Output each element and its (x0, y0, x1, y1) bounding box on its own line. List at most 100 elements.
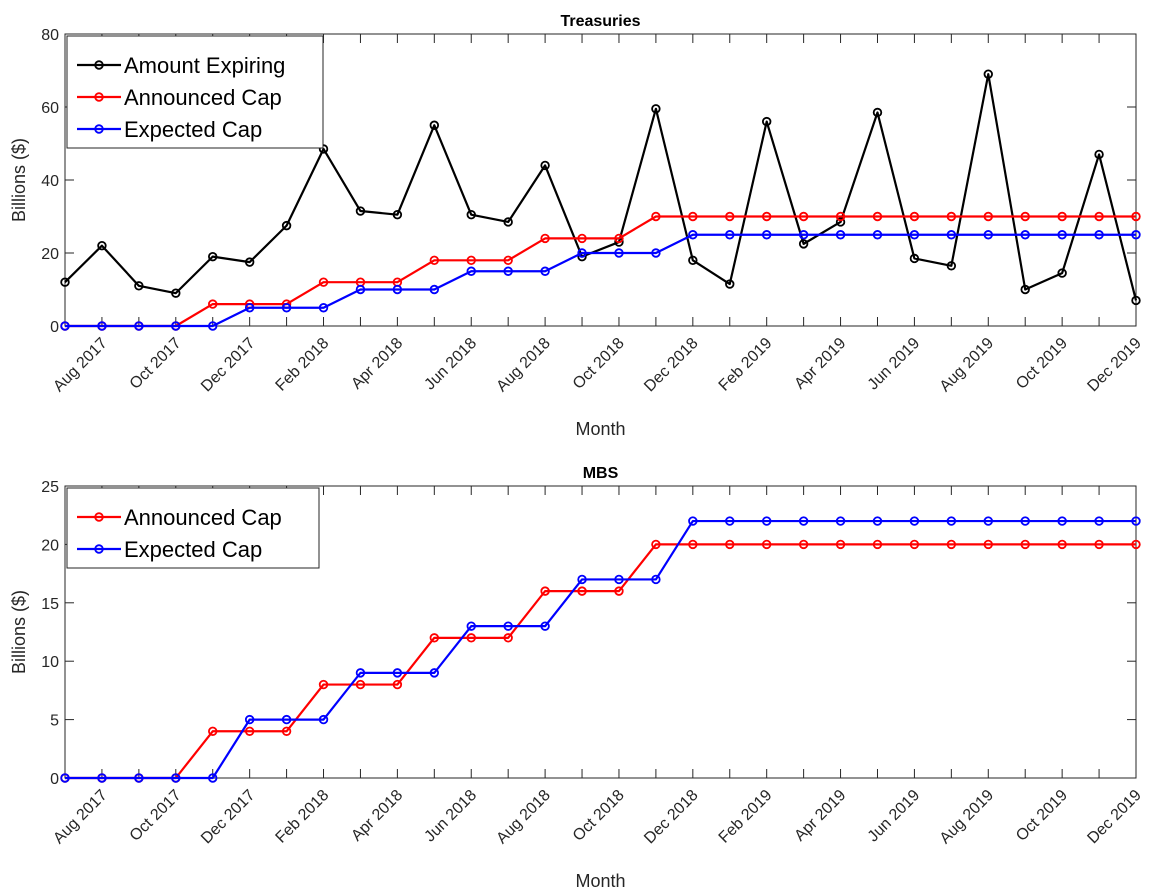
legend-box (66, 487, 320, 569)
data-point-announced-cap (909, 539, 920, 550)
data-point-expected-cap (244, 714, 255, 725)
x-tick-label: Dec 2019 (1084, 335, 1145, 396)
data-point-amount-expiring (503, 217, 513, 227)
data-point-expected-cap (134, 773, 144, 783)
data-point-announced-cap (208, 299, 218, 309)
data-point-announced-cap (909, 211, 920, 222)
data-point-amount-expiring (798, 239, 809, 249)
data-point-announced-cap (651, 211, 661, 222)
data-point-amount-expiring (540, 160, 550, 171)
data-point-announced-cap (983, 539, 993, 550)
data-point-expected-cap (355, 668, 366, 678)
data-point-expected-cap (983, 516, 993, 526)
data-point-expected-cap (1057, 230, 1067, 240)
legend-entry: Expected Cap (124, 537, 262, 562)
y-tick-label: 80 (41, 27, 59, 44)
y-axis-label: Billions ($) (9, 590, 29, 674)
data-point-expected-cap (97, 773, 107, 783)
data-point-expected-cap (983, 230, 993, 240)
data-point-announced-cap (503, 255, 513, 265)
x-tick-label: Apr 2018 (348, 787, 406, 845)
x-tick-label: Aug 2019 (937, 335, 998, 396)
data-point-expected-cap (946, 230, 957, 240)
data-point-announced-cap (872, 211, 883, 222)
data-point-expected-cap (872, 230, 883, 240)
data-point-expected-cap (688, 230, 698, 240)
data-point-expected-cap (725, 230, 735, 240)
data-point-amount-expiring (281, 220, 292, 231)
data-point-announced-cap (872, 539, 883, 550)
data-point-announced-cap (761, 539, 772, 550)
data-point-expected-cap (761, 230, 772, 240)
data-point-announced-cap (318, 679, 329, 690)
x-tick-label: Feb 2019 (716, 787, 776, 847)
x-tick-label: Jun 2019 (865, 335, 924, 394)
data-point-announced-cap (835, 539, 846, 550)
data-point-announced-cap (392, 679, 403, 690)
data-point-announced-cap (1020, 211, 1030, 222)
data-point-expected-cap (651, 574, 661, 585)
x-tick-label: Aug 2018 (493, 787, 554, 848)
data-point-amount-expiring (872, 107, 883, 118)
x-tick-label: Dec 2018 (641, 787, 702, 848)
data-point-expected-cap (355, 284, 366, 295)
data-point-expected-cap (60, 321, 70, 331)
data-point-expected-cap (466, 621, 476, 631)
data-point-announced-cap (946, 211, 957, 222)
x-tick-label: Apr 2019 (791, 335, 849, 393)
x-tick-label: Oct 2019 (1013, 335, 1071, 393)
data-point-expected-cap (651, 248, 661, 258)
data-point-expected-cap (171, 321, 181, 331)
data-point-amount-expiring (134, 281, 144, 291)
data-point-announced-cap (725, 539, 735, 550)
data-point-amount-expiring (983, 69, 993, 79)
x-axis-label: Month (575, 419, 625, 439)
y-tick-label: 10 (41, 654, 59, 671)
data-point-expected-cap (503, 621, 513, 631)
data-point-expected-cap (946, 516, 957, 526)
data-point-amount-expiring (171, 288, 181, 298)
data-point-expected-cap (835, 516, 846, 526)
data-point-amount-expiring (1057, 268, 1067, 278)
data-point-announced-cap (281, 726, 292, 736)
x-tick-label: Jun 2018 (421, 787, 480, 846)
data-point-expected-cap (1094, 230, 1104, 240)
data-point-announced-cap (577, 233, 587, 244)
data-point-expected-cap (872, 516, 883, 526)
data-point-announced-cap (355, 679, 366, 690)
data-point-expected-cap (909, 230, 920, 240)
data-point-expected-cap (281, 714, 292, 725)
data-point-expected-cap (1094, 516, 1104, 526)
data-point-expected-cap (688, 516, 698, 526)
data-point-announced-cap (761, 211, 772, 222)
data-point-expected-cap (540, 266, 550, 276)
data-point-amount-expiring (318, 144, 329, 154)
data-point-expected-cap (1131, 516, 1141, 526)
series-line-announced-cap (65, 215, 1136, 328)
data-point-expected-cap (392, 284, 403, 295)
legend-entry: Announced Cap (124, 505, 282, 530)
data-point-expected-cap (171, 773, 181, 783)
data-point-announced-cap (577, 586, 587, 596)
data-point-expected-cap (798, 516, 809, 526)
x-tick-label: Aug 2019 (937, 787, 998, 848)
data-point-expected-cap (1020, 516, 1030, 526)
x-tick-label: Dec 2017 (198, 335, 259, 396)
data-point-announced-cap (244, 726, 255, 736)
data-point-amount-expiring (909, 253, 920, 264)
x-tick-label: Oct 2018 (570, 335, 628, 393)
legend-entry: Expected Cap (124, 117, 262, 142)
data-point-announced-cap (1020, 539, 1030, 550)
data-point-announced-cap (1094, 539, 1104, 550)
data-point-amount-expiring (1020, 284, 1030, 295)
data-point-amount-expiring (429, 120, 440, 130)
data-point-announced-cap (983, 211, 993, 222)
x-tick-label: Feb 2019 (716, 335, 776, 395)
legend-swatch-marker (94, 60, 104, 70)
y-tick-label: 0 (50, 319, 59, 336)
x-tick-label: Jun 2019 (865, 787, 924, 846)
data-point-expected-cap (577, 248, 587, 258)
chart-title: Treasuries (560, 13, 640, 30)
